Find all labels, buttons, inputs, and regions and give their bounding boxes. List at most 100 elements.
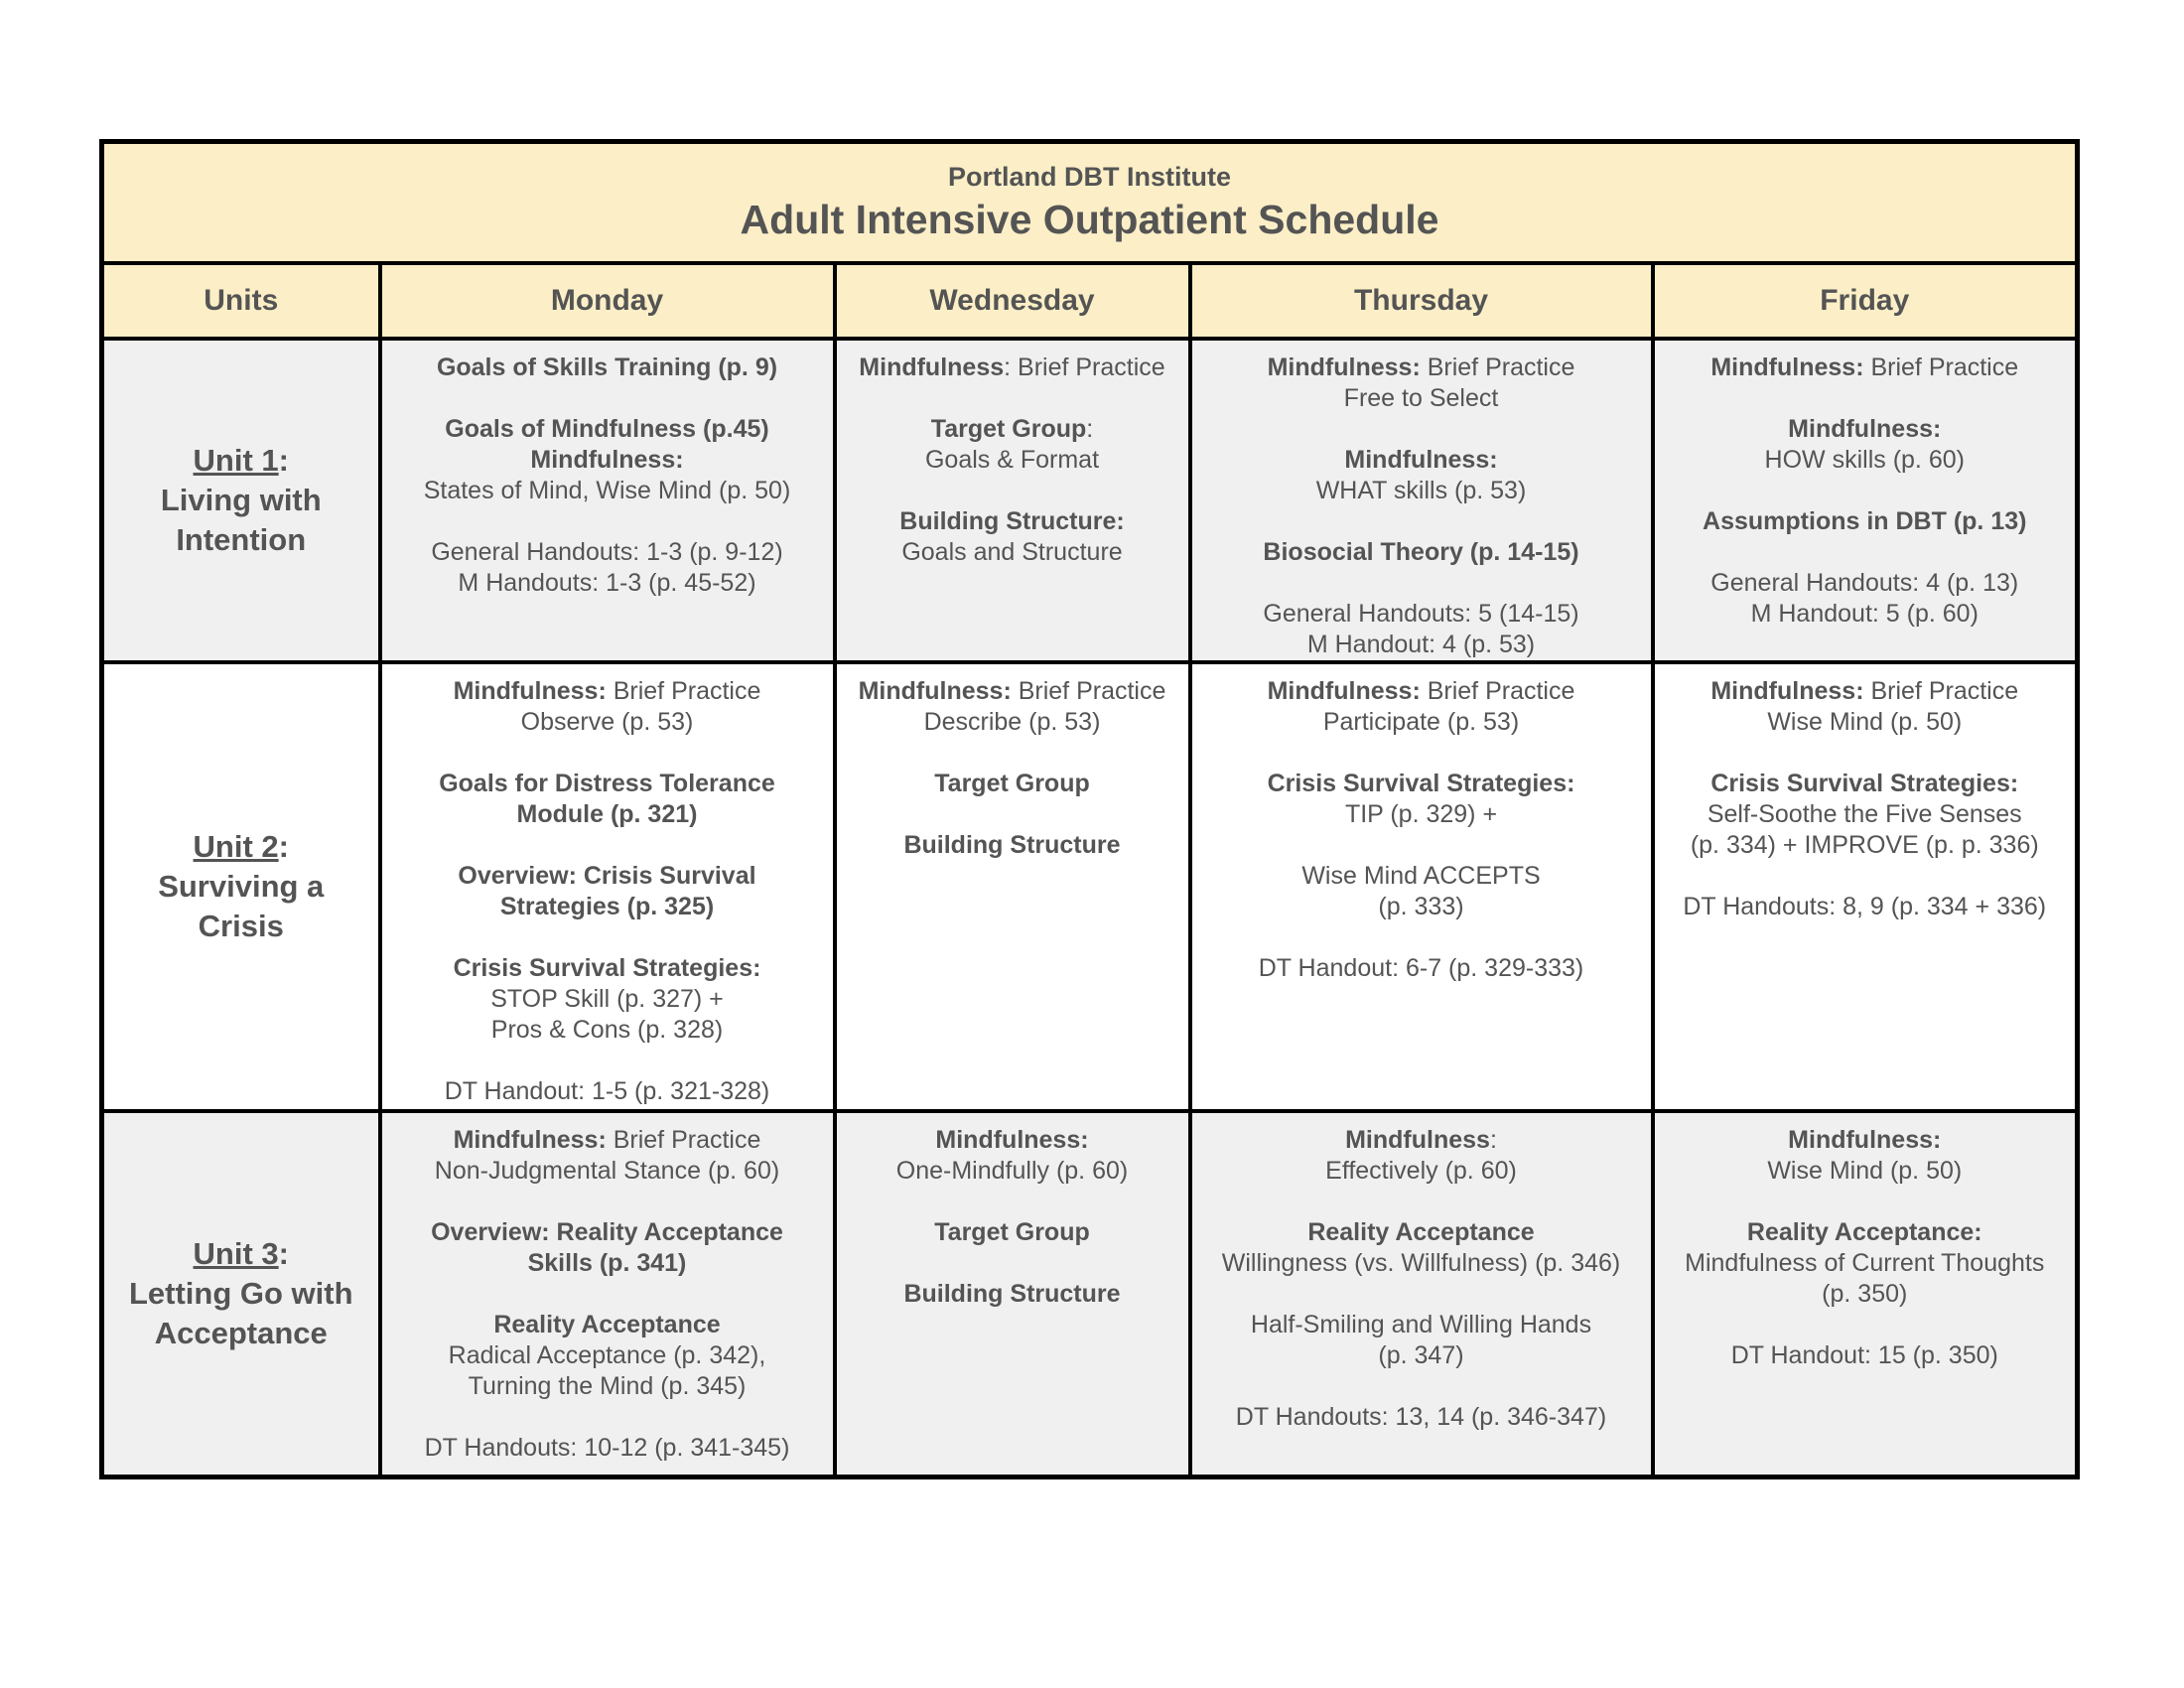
text-segment: Crisis Survival Strategies: bbox=[1267, 770, 1575, 797]
text-block: DT Handouts: 10-12 (p. 341-345) bbox=[390, 1433, 825, 1464]
text-segment: Brief Practice bbox=[1863, 677, 2019, 705]
text-segment: Building Structure: bbox=[899, 507, 1125, 535]
text-line: Biosocial Theory (p. 14-15) bbox=[1200, 537, 1643, 568]
text-line: Building Structure: bbox=[845, 506, 1180, 537]
text-line: M Handout: 4 (p. 53) bbox=[1200, 630, 1643, 660]
text-segment: Wise Mind ACCEPTS bbox=[1301, 862, 1541, 890]
unit-name-line: Intention bbox=[176, 521, 307, 557]
text-segment: DT Handout: 6-7 (p. 329-333) bbox=[1258, 954, 1584, 982]
text-line: Reality Acceptance bbox=[390, 1310, 825, 1340]
text-line: TIP (p. 329) + bbox=[1200, 799, 1643, 830]
text-block: DT Handouts: 13, 14 (p. 346-347) bbox=[1200, 1402, 1643, 1433]
text-segment: DT Handouts: 10-12 (p. 341-345) bbox=[424, 1434, 790, 1462]
unit-name-line: Crisis bbox=[198, 908, 284, 943]
text-line: Target Group bbox=[845, 1217, 1180, 1248]
text-segment: General Handouts: 1-3 (p. 9-12) bbox=[431, 538, 783, 566]
text-line: Crisis Survival Strategies: bbox=[1663, 769, 2068, 799]
text-line: DT Handouts: 13, 14 (p. 346-347) bbox=[1200, 1402, 1643, 1433]
cell-unit2-monday: Mindfulness: Brief Practice Observe (p. 5… bbox=[377, 660, 837, 1113]
text-line: One-Mindfully (p. 60) bbox=[845, 1156, 1180, 1187]
text-line: DT Handouts: 8, 9 (p. 334 + 336) bbox=[1663, 892, 2068, 922]
text-segment: Mindfulness: bbox=[1267, 677, 1421, 705]
text-block: DT Handout: 6-7 (p. 329-333) bbox=[1200, 953, 1643, 984]
text-segment: Observe (p. 53) bbox=[520, 708, 694, 736]
text-line: DT Handouts: 10-12 (p. 341-345) bbox=[390, 1433, 825, 1464]
text-line: Goals and Structure bbox=[845, 537, 1180, 568]
cell-unit1-friday: Mindfulness: Brief Practice Mindfulness: H… bbox=[1650, 337, 2080, 664]
column-header-friday: Friday bbox=[1650, 261, 2080, 341]
column-header-wednesday: Wednesday bbox=[832, 261, 1192, 341]
text-line: Crisis Survival Strategies: bbox=[1200, 769, 1643, 799]
text-block: Target Group: Goals & Format bbox=[845, 414, 1180, 476]
text-segment: Crisis Survival Strategies: bbox=[1710, 770, 2019, 797]
text-block: Wise Mind ACCEPTS (p. 333) bbox=[1200, 861, 1643, 922]
text-segment: Mindfulness: bbox=[530, 446, 684, 474]
text-line: Strategies (p. 325) bbox=[390, 892, 825, 922]
unit-label-underlined: Unit 2 bbox=[193, 829, 279, 865]
cell-unit2-friday: Mindfulness: Brief Practice Wise Mind (p.… bbox=[1650, 660, 2080, 1113]
text-segment: (p. 333) bbox=[1378, 893, 1464, 920]
text-segment: TIP (p. 329) + bbox=[1344, 800, 1498, 828]
text-block: Building Structure: Goals and Structure bbox=[845, 506, 1180, 568]
text-block: Crisis Survival Strategies: TIP (p. 329) … bbox=[1200, 769, 1643, 830]
unit-name-line: Surviving a bbox=[158, 869, 325, 905]
text-block: Mindfulness: Brief Practice Participate (… bbox=[1200, 676, 1643, 738]
text-segment: Mindfulness: bbox=[453, 1126, 607, 1154]
text-segment: Mindfulness bbox=[1345, 1126, 1490, 1154]
text-line: Free to Select bbox=[1200, 383, 1643, 414]
column-header-thursday: Thursday bbox=[1187, 261, 1655, 341]
text-segment: Mindfulness: bbox=[1267, 353, 1421, 381]
text-segment: (p. 350) bbox=[1822, 1280, 1908, 1308]
text-line: Mindfulness: bbox=[1663, 1125, 2068, 1156]
column-header-monday: Monday bbox=[377, 261, 837, 341]
text-line: Goals & Format bbox=[845, 445, 1180, 476]
text-line: Effectively (p. 60) bbox=[1200, 1156, 1643, 1187]
text-segment: Willingness (vs. Willfulness) (p. 346) bbox=[1221, 1249, 1621, 1277]
text-line: (p. 350) bbox=[1663, 1279, 2068, 1310]
text-line: Overview: Reality Acceptance bbox=[390, 1217, 825, 1248]
text-segment: Brief Practice bbox=[1863, 353, 2019, 381]
text-block: DT Handouts: 8, 9 (p. 334 + 336) bbox=[1663, 892, 2068, 922]
text-line: Goals for Distress Tolerance bbox=[390, 769, 825, 799]
text-block: General Handouts: 1-3 (p. 9-12) M Handout… bbox=[390, 537, 825, 599]
unit-name: Letting Go with Acceptance bbox=[112, 1274, 370, 1352]
schedule-body: Unit 1: Living with Intention Goals of Skil… bbox=[99, 337, 2080, 1478]
text-line: Mindfulness: Brief Practice bbox=[390, 1125, 825, 1156]
text-line: M Handouts: 1-3 (p. 45-52) bbox=[390, 568, 825, 599]
text-segment: Brief Practice bbox=[1420, 353, 1575, 381]
page-title: Adult Intensive Outpatient Schedule bbox=[740, 197, 1439, 242]
text-segment: DT Handouts: 8, 9 (p. 334 + 336) bbox=[1683, 893, 2047, 920]
text-line: Overview: Crisis Survival bbox=[390, 861, 825, 892]
cell-unit2-wednesday: Mindfulness: Brief Practice Describe (p. … bbox=[832, 660, 1192, 1113]
text-line: Mindfulness: Brief Practice bbox=[1663, 676, 2068, 707]
text-line: Mindfulness: Brief Practice bbox=[845, 676, 1180, 707]
text-segment: Goals and Structure bbox=[901, 538, 1123, 566]
text-segment: Mindfulness: bbox=[1710, 353, 1864, 381]
unit-label-underlined: Unit 1 bbox=[193, 443, 279, 479]
text-line: Reality Acceptance: bbox=[1663, 1217, 2068, 1248]
cell-unit1-thursday: Mindfulness: Brief Practice Free to Selec… bbox=[1187, 337, 1655, 664]
text-line: Wise Mind ACCEPTS bbox=[1200, 861, 1643, 892]
text-segment: Goals & Format bbox=[924, 446, 1100, 474]
text-line: Wise Mind (p. 50) bbox=[1663, 707, 2068, 738]
text-line: Mindfulness of Current Thoughts bbox=[1663, 1248, 2068, 1279]
text-line: Goals of Skills Training (p. 9) bbox=[390, 352, 825, 383]
text-segment: Mindfulness: bbox=[1344, 446, 1498, 474]
text-segment: Mindfulness of Current Thoughts bbox=[1685, 1249, 2045, 1277]
text-block: Mindfulness: HOW skills (p. 60) bbox=[1663, 414, 2068, 476]
schedule-table: Portland DBT Institute Adult Intensive O… bbox=[99, 139, 2081, 1479]
text-line: Mindfulness: Brief Practice bbox=[845, 352, 1180, 383]
text-segment: Mindfulness: bbox=[858, 677, 1012, 705]
unit-label-underlined: Unit 3 bbox=[193, 1236, 279, 1272]
text-block: Building Structure bbox=[845, 830, 1180, 861]
text-segment: Strategies (p. 325) bbox=[499, 893, 715, 920]
text-segment: Radical Acceptance (p. 342), bbox=[448, 1341, 766, 1369]
text-line: General Handouts: 1-3 (p. 9-12) bbox=[390, 537, 825, 568]
text-block: Mindfulness: Wise Mind (p. 50) bbox=[1663, 1125, 2068, 1187]
column-header-units: Units bbox=[99, 261, 382, 341]
text-line: Target Group: bbox=[845, 414, 1180, 445]
text-segment: Reality Acceptance bbox=[1307, 1218, 1535, 1246]
column-header-row: Units Monday Wednesday Thursday Friday bbox=[99, 261, 2080, 341]
text-line: General Handouts: 5 (14-15) bbox=[1200, 599, 1643, 630]
